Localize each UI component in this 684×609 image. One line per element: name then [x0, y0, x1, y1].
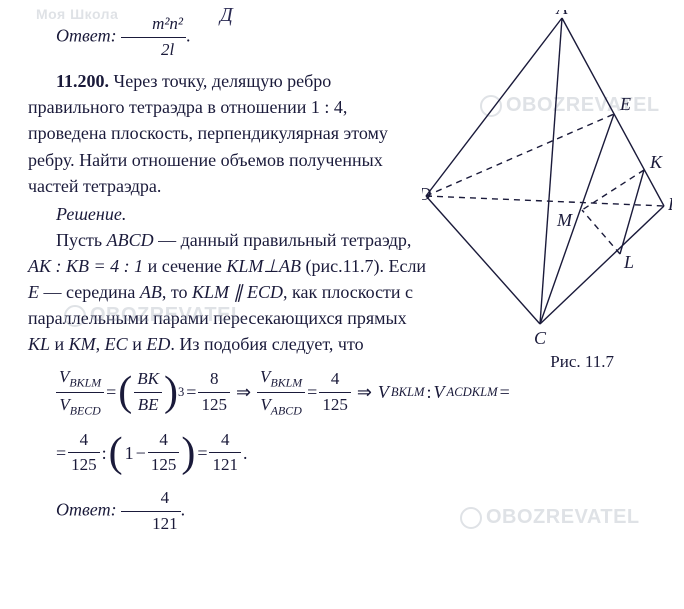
t: BE	[134, 393, 162, 418]
t: KLM ∥ ECD	[192, 282, 283, 302]
frac-vbklm-vbecd: VBKLM VBECD	[56, 365, 104, 419]
frac-4-125c: 4 125	[148, 428, 180, 478]
t: AK : KB = 4 : 1	[28, 256, 143, 276]
answer2-num: 4	[121, 486, 181, 512]
t: V	[59, 367, 69, 386]
pt-M: M	[556, 210, 573, 230]
t: и сечение	[143, 256, 226, 276]
t: BKLM	[391, 383, 425, 401]
frac-8-125: 8 125	[198, 367, 230, 417]
t: V	[260, 367, 270, 386]
answer1-num: m²n²	[152, 14, 183, 33]
t: (рис.11.7). Если	[301, 256, 426, 276]
t: BK	[134, 367, 162, 393]
t: ABCD	[271, 403, 302, 417]
t: Пусть	[56, 230, 107, 250]
t: 3	[178, 383, 184, 401]
answer-2: Ответ: 4 121 .	[28, 486, 428, 536]
t: 121	[209, 453, 241, 478]
t: KLM⊥AB	[226, 256, 301, 276]
answer2-fraction: 4 121	[121, 486, 181, 536]
problem-number: 11.200.	[56, 71, 109, 91]
pt-B: B	[668, 194, 672, 214]
answer2-den: 121	[121, 512, 181, 537]
t: 4	[68, 428, 100, 454]
t: KL	[28, 334, 50, 354]
pt-K: K	[649, 152, 663, 172]
t: ACDKLM	[447, 383, 498, 401]
tetrahedron-svg: A B C D E K L M	[422, 10, 672, 350]
pt-D: D	[422, 184, 431, 204]
equation-line-2: = 4 125 : ( 1 − 4 125 ) = 4 121 .	[56, 428, 684, 478]
t: 8	[198, 367, 230, 393]
t: — данный правильный тетраэдр,	[154, 230, 412, 250]
t: BECD	[70, 403, 101, 417]
frac-4-121: 4 121	[209, 428, 241, 478]
t: 125	[198, 393, 230, 418]
frac-vbklm-vabcd: VBKLM VABCD	[257, 365, 305, 419]
t: , то	[162, 282, 192, 302]
figure-tetrahedron: A B C D E K L M	[422, 10, 672, 370]
t: ABCD	[107, 230, 154, 250]
t: EC	[105, 334, 128, 354]
t: V	[260, 395, 270, 414]
t: 4	[319, 367, 351, 393]
t: BKLM	[69, 376, 101, 390]
t: и	[50, 334, 69, 354]
t: E	[28, 282, 39, 302]
answer1-label: Ответ:	[56, 25, 117, 45]
figure-caption: Рис. 11.7	[550, 352, 614, 372]
t: 1	[125, 440, 134, 466]
answer1-den: 2l	[161, 40, 174, 59]
t: 4	[209, 428, 241, 454]
equation-line-1: VBKLM VBECD = ( BK BE )3 = 8 125 ⇒ VBKLM…	[56, 365, 684, 419]
t: V	[434, 379, 445, 405]
t: — середина	[39, 282, 140, 302]
pt-L: L	[623, 252, 634, 272]
pt-A: A	[556, 10, 569, 18]
t: и	[128, 334, 147, 354]
t: V	[59, 395, 69, 414]
t: BKLM	[270, 376, 302, 390]
pt-C: C	[534, 328, 547, 348]
t: . Из подобия следует, что	[170, 334, 363, 354]
frac-4-125b: 4 125	[68, 428, 100, 478]
t: ED	[146, 334, 170, 354]
t: 4	[148, 428, 180, 454]
solution-p1: Пусть ABCD — данный правильный тетраэдр,…	[28, 227, 428, 357]
frac-4-125: 4 125	[319, 367, 351, 417]
t: AB	[140, 282, 162, 302]
pt-E: E	[619, 94, 631, 114]
t: ,	[96, 334, 105, 354]
t: KM	[69, 334, 96, 354]
answer2-label: Ответ:	[56, 499, 117, 519]
t: 125	[319, 393, 351, 418]
stray-glyph: Д	[220, 4, 233, 27]
t: 125	[68, 453, 100, 478]
problem: 11.200. Через точку, делящую ребро прави…	[28, 68, 428, 198]
t: V	[378, 379, 389, 405]
frac-bk-be: BK BE	[134, 367, 162, 417]
solution-label: Решение.	[28, 201, 428, 227]
answer1-fraction: m²n² 2l	[121, 12, 186, 62]
t: 125	[148, 453, 180, 478]
